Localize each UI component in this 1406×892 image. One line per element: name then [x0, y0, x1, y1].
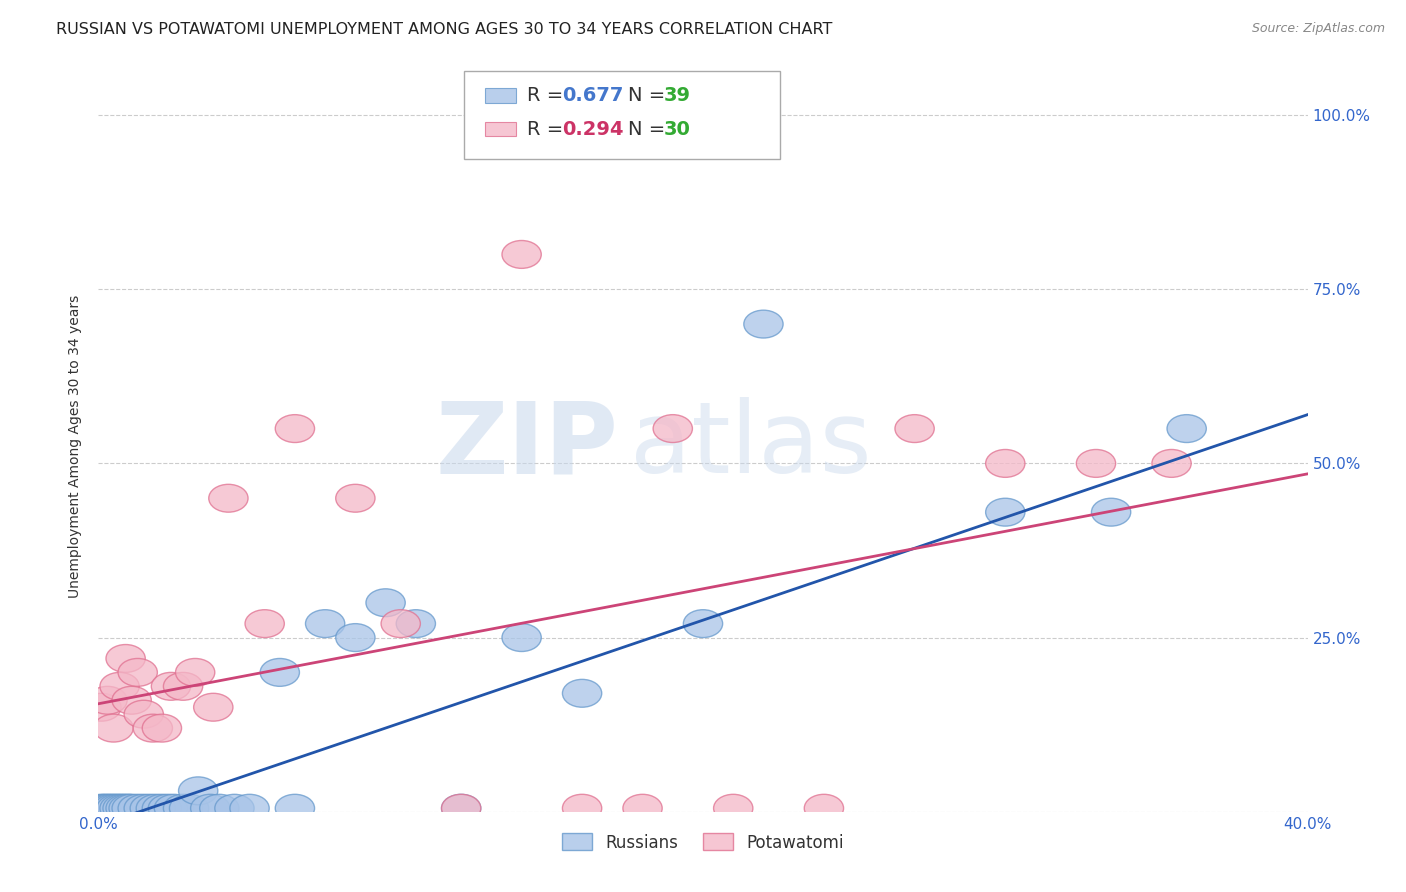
Ellipse shape	[112, 794, 152, 822]
Ellipse shape	[91, 794, 131, 822]
Y-axis label: Unemployment Among Ages 30 to 34 years: Unemployment Among Ages 30 to 34 years	[69, 294, 83, 598]
Ellipse shape	[714, 794, 752, 822]
Text: Source: ZipAtlas.com: Source: ZipAtlas.com	[1251, 22, 1385, 36]
Ellipse shape	[100, 673, 139, 700]
Ellipse shape	[654, 415, 692, 442]
Ellipse shape	[441, 794, 481, 822]
Text: N =: N =	[628, 86, 672, 105]
Ellipse shape	[134, 714, 173, 742]
Ellipse shape	[112, 686, 152, 714]
Ellipse shape	[142, 794, 181, 822]
Ellipse shape	[105, 645, 145, 673]
Text: ZIP: ZIP	[436, 398, 619, 494]
Ellipse shape	[683, 610, 723, 638]
Ellipse shape	[366, 589, 405, 616]
Ellipse shape	[215, 794, 254, 822]
Ellipse shape	[82, 794, 121, 822]
Ellipse shape	[103, 794, 142, 822]
Ellipse shape	[94, 714, 134, 742]
Ellipse shape	[200, 794, 239, 822]
Ellipse shape	[124, 700, 163, 728]
Ellipse shape	[744, 310, 783, 338]
Ellipse shape	[1077, 450, 1115, 477]
Ellipse shape	[155, 794, 194, 822]
Text: RUSSIAN VS POTAWATOMI UNEMPLOYMENT AMONG AGES 30 TO 34 YEARS CORRELATION CHART: RUSSIAN VS POTAWATOMI UNEMPLOYMENT AMONG…	[56, 22, 832, 37]
Text: 30: 30	[664, 120, 690, 139]
Text: 0.294: 0.294	[562, 120, 624, 139]
Ellipse shape	[94, 794, 134, 822]
Ellipse shape	[118, 794, 157, 822]
Text: N =: N =	[628, 120, 672, 139]
Ellipse shape	[562, 680, 602, 707]
Ellipse shape	[245, 610, 284, 638]
Ellipse shape	[179, 777, 218, 805]
Ellipse shape	[118, 658, 157, 686]
Ellipse shape	[896, 415, 934, 442]
Ellipse shape	[176, 658, 215, 686]
Ellipse shape	[1091, 499, 1130, 526]
Ellipse shape	[142, 714, 181, 742]
Ellipse shape	[84, 794, 124, 822]
Text: R =: R =	[527, 120, 569, 139]
Ellipse shape	[97, 794, 136, 822]
Ellipse shape	[124, 794, 163, 822]
Ellipse shape	[305, 610, 344, 638]
Ellipse shape	[231, 794, 269, 822]
Ellipse shape	[623, 794, 662, 822]
Ellipse shape	[1152, 450, 1191, 477]
Text: atlas: atlas	[630, 398, 872, 494]
Legend: Russians, Potawatomi: Russians, Potawatomi	[555, 827, 851, 858]
Ellipse shape	[131, 794, 170, 822]
Ellipse shape	[191, 794, 231, 822]
Ellipse shape	[986, 499, 1025, 526]
Ellipse shape	[110, 794, 148, 822]
Ellipse shape	[1167, 415, 1206, 442]
Ellipse shape	[396, 610, 436, 638]
Text: 0.677: 0.677	[562, 86, 624, 105]
Ellipse shape	[260, 658, 299, 686]
Ellipse shape	[105, 794, 145, 822]
Ellipse shape	[136, 794, 176, 822]
Ellipse shape	[381, 610, 420, 638]
Ellipse shape	[441, 794, 481, 822]
Ellipse shape	[100, 794, 139, 822]
Ellipse shape	[986, 450, 1025, 477]
Ellipse shape	[170, 794, 208, 822]
Ellipse shape	[276, 415, 315, 442]
Ellipse shape	[148, 794, 187, 822]
Ellipse shape	[276, 794, 315, 822]
Text: R =: R =	[527, 86, 569, 105]
Ellipse shape	[336, 624, 375, 651]
Ellipse shape	[87, 794, 127, 822]
Ellipse shape	[194, 693, 233, 721]
Ellipse shape	[502, 241, 541, 268]
Ellipse shape	[87, 686, 127, 714]
Ellipse shape	[152, 673, 191, 700]
Ellipse shape	[163, 673, 202, 700]
Ellipse shape	[163, 794, 202, 822]
Ellipse shape	[208, 484, 247, 512]
Ellipse shape	[82, 693, 121, 721]
Text: 39: 39	[664, 86, 690, 105]
Ellipse shape	[336, 484, 375, 512]
Ellipse shape	[502, 624, 541, 651]
Ellipse shape	[562, 794, 602, 822]
Ellipse shape	[804, 794, 844, 822]
